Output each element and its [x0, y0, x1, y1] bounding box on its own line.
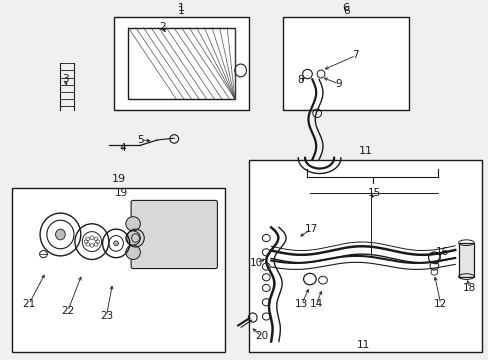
- Text: 7: 7: [352, 50, 359, 60]
- Text: 22: 22: [61, 306, 74, 316]
- Text: 13: 13: [294, 299, 307, 309]
- Text: 19: 19: [114, 189, 127, 198]
- Text: 18: 18: [462, 283, 475, 293]
- Text: 23: 23: [100, 311, 113, 321]
- Bar: [114, 17, 249, 110]
- Bar: [12, 188, 224, 352]
- Text: 17: 17: [304, 224, 317, 234]
- Text: 2: 2: [159, 22, 165, 32]
- Text: 1: 1: [178, 3, 184, 13]
- Ellipse shape: [125, 245, 140, 260]
- Bar: [283, 17, 408, 110]
- Text: 16: 16: [435, 247, 448, 257]
- Text: 20: 20: [254, 331, 267, 341]
- Text: 11: 11: [358, 146, 372, 156]
- Text: 6: 6: [342, 5, 349, 15]
- Ellipse shape: [125, 231, 140, 245]
- Text: 15: 15: [367, 189, 380, 198]
- Ellipse shape: [125, 217, 140, 231]
- Text: 19: 19: [111, 174, 125, 184]
- Text: 6: 6: [342, 3, 349, 13]
- Text: 1: 1: [178, 5, 184, 15]
- Text: 8: 8: [296, 76, 303, 85]
- Ellipse shape: [114, 241, 118, 246]
- Text: 5: 5: [137, 135, 143, 145]
- Text: 14: 14: [309, 299, 322, 309]
- Text: 12: 12: [433, 299, 447, 309]
- Text: 4: 4: [119, 143, 125, 153]
- Text: 11: 11: [356, 340, 369, 350]
- Ellipse shape: [56, 229, 65, 240]
- Bar: [458, 243, 473, 276]
- Text: 10: 10: [249, 258, 263, 268]
- Text: 21: 21: [22, 299, 36, 309]
- FancyBboxPatch shape: [131, 201, 217, 269]
- Text: 3: 3: [62, 75, 68, 84]
- Bar: [128, 28, 234, 99]
- Bar: [249, 159, 481, 352]
- Text: 9: 9: [335, 79, 342, 89]
